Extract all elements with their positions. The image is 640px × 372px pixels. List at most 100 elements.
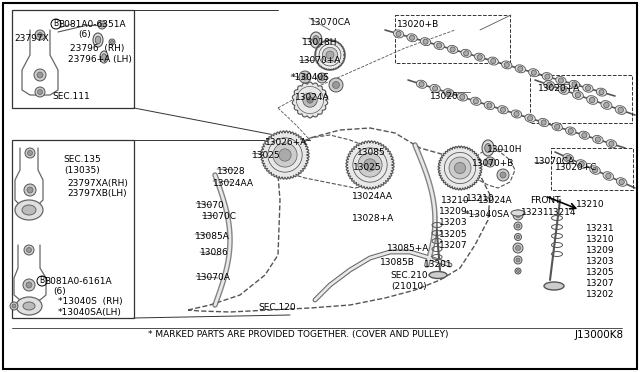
Ellipse shape [417, 80, 427, 88]
Circle shape [317, 73, 327, 83]
Circle shape [473, 99, 478, 104]
Ellipse shape [429, 272, 447, 279]
Circle shape [515, 234, 522, 241]
Circle shape [605, 173, 611, 179]
Ellipse shape [544, 282, 564, 290]
Text: 13070: 13070 [196, 201, 225, 210]
Ellipse shape [572, 91, 584, 99]
Circle shape [446, 90, 451, 95]
Ellipse shape [15, 200, 43, 220]
Ellipse shape [502, 61, 512, 69]
Text: 13070CA: 13070CA [310, 18, 351, 27]
Text: 23797X: 23797X [14, 34, 49, 43]
Ellipse shape [544, 81, 555, 89]
Circle shape [582, 133, 587, 138]
Text: SEC.210: SEC.210 [390, 271, 428, 280]
Circle shape [604, 102, 609, 108]
Text: 13010H: 13010H [487, 145, 522, 154]
Text: 13018H: 13018H [302, 38, 337, 47]
Text: 13070C: 13070C [202, 212, 237, 221]
Text: B081A0-6161A: B081A0-6161A [44, 277, 111, 286]
Ellipse shape [102, 54, 106, 60]
Ellipse shape [606, 140, 617, 148]
Ellipse shape [461, 49, 472, 57]
Text: 13020+B: 13020+B [397, 20, 439, 29]
Circle shape [513, 210, 523, 220]
Text: 13085A: 13085A [195, 232, 230, 241]
Ellipse shape [525, 114, 535, 122]
Ellipse shape [484, 102, 495, 110]
Circle shape [595, 137, 600, 142]
Ellipse shape [470, 97, 481, 105]
Circle shape [109, 39, 115, 45]
Ellipse shape [529, 69, 539, 77]
Circle shape [579, 161, 584, 167]
Circle shape [34, 69, 46, 81]
Circle shape [436, 43, 442, 48]
Circle shape [111, 41, 113, 44]
Text: 13205: 13205 [586, 268, 614, 277]
Circle shape [10, 302, 18, 310]
Circle shape [589, 97, 595, 103]
Text: 13020+C: 13020+C [555, 163, 597, 172]
Text: (6): (6) [53, 287, 66, 296]
Text: 13025: 13025 [353, 163, 381, 172]
Circle shape [558, 78, 563, 83]
Ellipse shape [394, 30, 404, 38]
Text: *13040SA(LH): *13040SA(LH) [58, 308, 122, 317]
Bar [12, 140, 134, 318]
Ellipse shape [482, 140, 494, 156]
Text: 13028+A: 13028+A [352, 214, 394, 223]
Circle shape [491, 58, 496, 64]
Bar [551, 148, 633, 190]
Ellipse shape [511, 110, 522, 118]
Ellipse shape [484, 144, 492, 153]
Circle shape [100, 23, 104, 27]
Ellipse shape [601, 101, 612, 109]
Text: 13205: 13205 [439, 230, 468, 239]
Ellipse shape [95, 36, 100, 44]
Circle shape [410, 35, 415, 40]
Ellipse shape [563, 154, 573, 162]
Ellipse shape [558, 86, 569, 94]
Text: 13231: 13231 [521, 208, 550, 217]
Ellipse shape [22, 205, 36, 215]
Circle shape [24, 184, 36, 196]
Text: *13040S: *13040S [291, 73, 330, 82]
Circle shape [323, 47, 338, 63]
Ellipse shape [579, 131, 589, 139]
Circle shape [454, 163, 466, 174]
Text: 13209: 13209 [439, 207, 468, 216]
Text: 13231: 13231 [586, 224, 614, 233]
Circle shape [516, 224, 520, 228]
Ellipse shape [603, 172, 614, 180]
Text: (13035): (13035) [64, 166, 100, 175]
Ellipse shape [16, 297, 42, 315]
Ellipse shape [474, 53, 485, 61]
Circle shape [38, 32, 42, 38]
Ellipse shape [23, 302, 35, 310]
Circle shape [396, 31, 401, 36]
Text: 13024A: 13024A [478, 196, 513, 205]
Circle shape [609, 141, 614, 146]
Text: 13070CA: 13070CA [534, 157, 575, 166]
Ellipse shape [430, 84, 440, 93]
Text: 13209: 13209 [586, 246, 614, 255]
Text: 23797XA(RH): 23797XA(RH) [67, 179, 128, 188]
Ellipse shape [407, 34, 417, 42]
Ellipse shape [93, 33, 103, 47]
Circle shape [586, 86, 591, 91]
Circle shape [26, 282, 32, 288]
Text: 13210: 13210 [576, 200, 605, 209]
Text: 13070+B: 13070+B [472, 159, 515, 168]
Circle shape [504, 62, 509, 67]
Circle shape [329, 78, 343, 92]
Ellipse shape [498, 106, 508, 114]
Circle shape [555, 124, 560, 129]
Ellipse shape [447, 45, 458, 54]
Circle shape [566, 155, 571, 161]
Ellipse shape [596, 88, 607, 96]
Circle shape [26, 247, 31, 253]
Circle shape [619, 179, 624, 185]
Circle shape [450, 47, 455, 52]
